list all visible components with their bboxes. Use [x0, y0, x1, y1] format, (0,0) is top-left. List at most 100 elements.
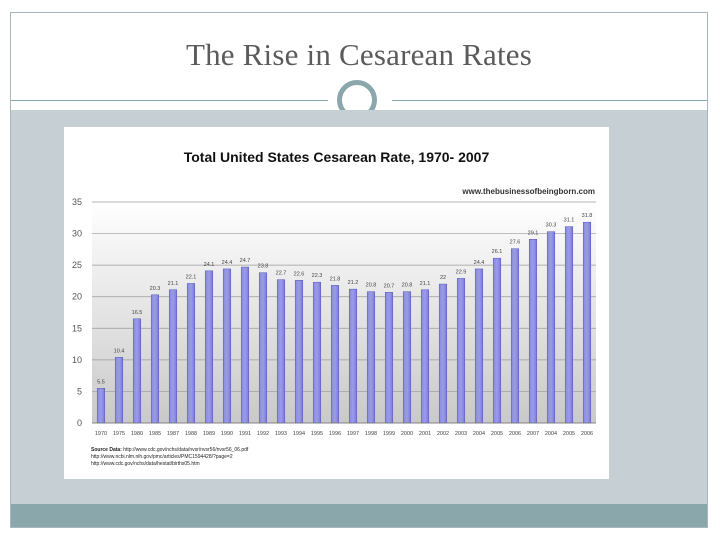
bar: [204, 270, 214, 424]
bar: [564, 226, 574, 424]
x-tick-label: 1988: [185, 431, 197, 437]
slide-frame: [10, 12, 708, 528]
data-label: 24.4: [474, 260, 485, 266]
data-label: 16.5: [132, 310, 143, 316]
bar: [528, 239, 538, 424]
data-label: 10.4: [114, 348, 125, 354]
bar: [546, 231, 556, 424]
bar: [150, 294, 160, 424]
bar: [330, 285, 340, 424]
data-label: 20.7: [384, 283, 395, 289]
slide-title: The Rise in Cesarean Rates: [185, 37, 533, 72]
x-tick-label: 2004: [545, 431, 557, 437]
x-tick-label: 1985: [149, 431, 161, 437]
data-label: 27.6: [510, 240, 521, 246]
data-label: 22.6: [294, 271, 305, 277]
y-tick-label: 35: [72, 197, 82, 207]
x-tick-label: 2002: [437, 431, 449, 437]
y-tick-label: 30: [72, 229, 82, 239]
data-label: 21.1: [420, 281, 431, 287]
data-label: 31.8: [582, 213, 593, 219]
bar: [132, 318, 142, 424]
data-label: 29.1: [528, 230, 539, 236]
x-tick-label: 1992: [257, 431, 269, 437]
data-label: 21.2: [348, 280, 359, 286]
x-tick-label: 1989: [203, 431, 215, 437]
x-tick-label: 2007: [527, 431, 539, 437]
x-tick-label: 2000: [401, 431, 413, 437]
chart-sources: Source Data: http://www.cdc.gov/nchs/dat…: [91, 447, 248, 468]
data-label: 22.9: [456, 269, 467, 275]
data-label: 22.1: [186, 274, 197, 280]
x-tick-label: 1991: [239, 431, 251, 437]
data-label: 24.7: [240, 258, 251, 264]
x-tick-label: 1980: [131, 431, 143, 437]
data-label: 24.4: [222, 260, 233, 266]
bar: [510, 248, 520, 424]
x-tick-label: 1998: [365, 431, 377, 437]
bar: [438, 283, 448, 424]
x-tick-label: 2006: [509, 431, 521, 437]
bar: [294, 280, 304, 424]
data-label: 30.3: [546, 223, 557, 229]
chart-image: Total United States Cesarean Rate, 1970-…: [64, 127, 609, 479]
x-tick-label: 1987: [167, 431, 179, 437]
bar: [186, 283, 196, 424]
data-label: 22.7: [276, 271, 287, 277]
data-label: 22.3: [312, 273, 323, 279]
source-line-3: http://www.cdc.gov/nchs/data/hestat/birt…: [91, 461, 200, 467]
bar: [474, 268, 484, 424]
title-rule-left: [11, 100, 328, 101]
bar: [222, 268, 232, 424]
bar: [276, 279, 286, 424]
y-tick-label: 10: [72, 355, 82, 365]
x-tick-label: 2005: [491, 431, 503, 437]
data-label: 20.8: [366, 283, 377, 289]
x-tick-label: 2003: [455, 431, 467, 437]
bar: [258, 272, 268, 424]
data-label: 23.8: [258, 264, 269, 270]
x-tick-label: 2006: [581, 431, 593, 437]
x-tick-label: 1996: [329, 431, 341, 437]
chart-title: Total United States Cesarean Rate, 1970-…: [183, 149, 490, 165]
bar: [312, 281, 322, 424]
x-tick-label: 1993: [275, 431, 287, 437]
x-tick-label: 1995: [311, 431, 323, 437]
data-label: 21.8: [330, 276, 341, 282]
bar: [240, 266, 250, 424]
y-tick-label: 25: [72, 260, 82, 270]
y-tick-label: 20: [72, 292, 82, 302]
bar: [420, 289, 430, 424]
source-line-1: http://www.cdc.gov/nchs/data/nvsr/nvsr56…: [123, 447, 249, 453]
x-tick-label: 1997: [347, 431, 359, 437]
data-label: 24.1: [204, 262, 215, 268]
data-label: 20.8: [402, 283, 413, 289]
x-tick-label: 1999: [383, 431, 395, 437]
x-tick-label: 1970: [95, 431, 107, 437]
x-tick-label: 1990: [221, 431, 233, 437]
y-tick-label: 0: [77, 418, 82, 428]
data-label: 21.1: [168, 281, 179, 287]
bar: [96, 388, 106, 424]
bar: [168, 289, 178, 424]
data-label: 20.3: [150, 286, 161, 292]
bar: [402, 291, 412, 424]
y-tick-label: 5: [77, 386, 82, 396]
data-label: 5.5: [97, 379, 105, 385]
x-tick-label: 1975: [113, 431, 125, 437]
bar: [492, 257, 502, 424]
footer-band: [11, 504, 707, 527]
source-label: Source Data:: [91, 447, 122, 453]
y-tick-label: 15: [72, 323, 82, 333]
plot-background: [92, 202, 596, 423]
source-line-2: http://www.ncbi.nlm.nih.gov/pmc/articles…: [91, 454, 233, 460]
bar: [114, 357, 124, 424]
data-label: 31.1: [564, 218, 575, 224]
chart-watermark: www.thebusinessofbeingborn.com: [462, 187, 595, 196]
chart-plot: 0 5 10 15 20 25 30 35 5.5 1970 10.4 1975 16.5 1980 20.…: [72, 197, 596, 437]
bar: [582, 221, 592, 424]
x-tick-label: 2005: [563, 431, 575, 437]
x-tick-label: 2004: [473, 431, 485, 437]
x-tick-label: 2001: [419, 431, 431, 437]
bar: [384, 292, 394, 424]
